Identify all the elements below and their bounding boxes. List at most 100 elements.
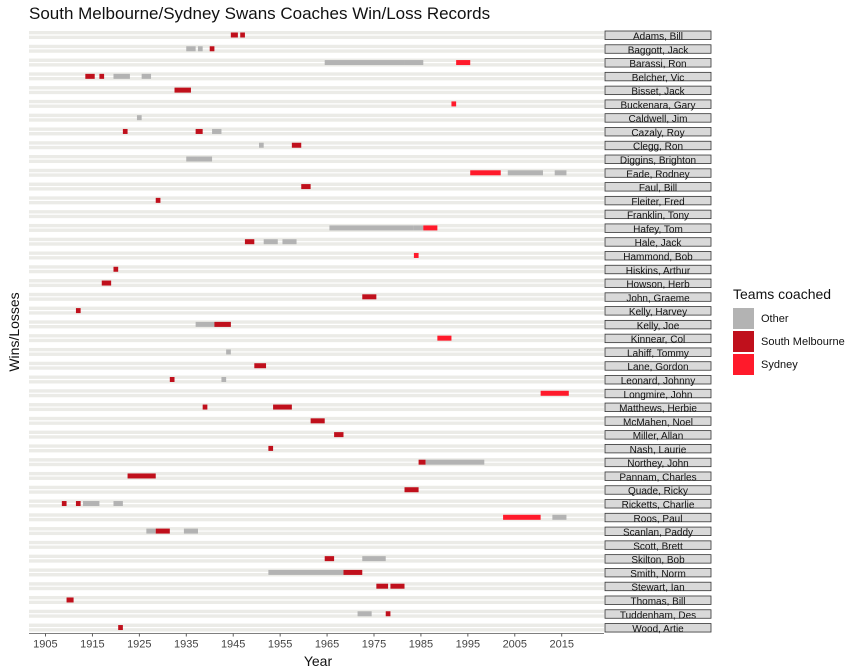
facet: Roos, Paul [29, 512, 712, 525]
facet: Hiskins, Arthur [29, 264, 712, 277]
x-axis-label: Year [304, 653, 333, 669]
segment-bar [507, 170, 543, 176]
facet-strip [604, 278, 712, 288]
facet-strip [604, 113, 712, 123]
segment-bar [195, 321, 231, 327]
facet-label: Hammond, Bob [623, 252, 693, 263]
segment-bar [404, 60, 424, 66]
segment-bar [282, 239, 297, 245]
facet: Kelly, Harvey [29, 306, 712, 318]
facet: Hale, Jack [29, 237, 712, 249]
facet: Eade, Rodney [29, 168, 712, 180]
segment-bar [268, 445, 274, 451]
facet-strip [604, 388, 712, 399]
facet-label: Smith, Norm [630, 569, 686, 580]
facet: Cazaly, Roy [29, 127, 712, 139]
facet: Hammond, Bob [29, 251, 712, 263]
legend: Teams coached Other South Melbourne Sydn… [733, 286, 845, 376]
segment-bar [470, 170, 501, 176]
facet-strip [604, 609, 712, 619]
facet-panels: Adams, Bill Baggott, Jack Barassi, Ron Belc… [29, 30, 712, 635]
facet: Baggott, Jack [29, 44, 712, 56]
segment-bar [552, 514, 567, 520]
facet-strip [604, 540, 712, 550]
facet-strip [604, 512, 712, 523]
facet-label: Quade, Ricky [628, 486, 688, 497]
facet-label: Pannam, Charles [619, 472, 696, 483]
segment-bar [310, 418, 325, 424]
legend-title: Teams coached [733, 286, 832, 302]
facet-strip [604, 443, 712, 454]
x-tick-label: 1945 [221, 639, 245, 651]
facet: Fleiter, Fred [29, 195, 712, 208]
segment-bar [226, 349, 231, 355]
segment-bar [343, 569, 363, 575]
facet-label: Miller, Allan [633, 431, 684, 442]
chart-title: South Melbourne/Sydney Swans Coaches Win… [29, 4, 491, 23]
segment-bar [209, 46, 215, 52]
segment-bar [122, 128, 128, 134]
facet: Northey, John [29, 457, 712, 470]
segment-bar [390, 583, 405, 589]
facet-strip [604, 251, 712, 261]
facet: Pannam, Charles [29, 471, 712, 483]
facet-strip [604, 264, 712, 275]
facet-label: Eade, Rodney [626, 169, 689, 180]
facet-label: Diggins, Brighton [620, 156, 696, 167]
facet-strip [604, 554, 712, 564]
segment-bar [113, 501, 123, 507]
segment-bar [214, 321, 231, 327]
segment-bar [195, 128, 203, 134]
facet-strip [604, 140, 712, 151]
facet-label: Belcher, Vic [632, 73, 685, 84]
facet-strip [604, 292, 712, 302]
facet-label: McMahen, Noel [623, 417, 693, 428]
facet-label: Matthews, Herbie [619, 404, 697, 415]
facet-strip [604, 375, 712, 385]
segment-bar [240, 32, 245, 38]
facet-label: Adams, Bill [633, 32, 683, 43]
segment-bar [362, 294, 377, 300]
facet: Kelly, Joe [29, 319, 712, 332]
facet-label: Bisset, Jack [631, 87, 685, 98]
facet-strip [604, 85, 712, 96]
legend-swatch-other [733, 308, 754, 329]
facet: Adams, Bill [29, 30, 712, 43]
facet-strip [604, 168, 712, 178]
facet-label: Cazaly, Roy [631, 128, 684, 139]
y-axis-label: Wins/Losses [6, 292, 22, 371]
segment-bar [186, 156, 198, 162]
facet-label: Clegg, Ron [633, 142, 683, 153]
segment-bar [418, 459, 426, 465]
facet-strip [604, 154, 712, 164]
facet-label: Stewart, Ian [631, 583, 684, 594]
facet: Kinnear, Col [29, 333, 712, 346]
facet: Bisset, Jack [29, 85, 712, 98]
segment-bar [362, 556, 386, 562]
facet-label: Barassi, Ron [629, 59, 686, 70]
facet-label: Franklin, Tony [627, 211, 689, 222]
facet-label: Tuddenham, Des [620, 610, 696, 621]
facet: Miller, Allan [29, 430, 712, 442]
facet: John, Graeme [29, 292, 712, 304]
legend-swatch-south-melbourne [733, 331, 754, 352]
segment-bar [136, 115, 142, 121]
segment-bar [357, 611, 372, 617]
facet: Belcher, Vic [29, 71, 712, 84]
facet-strip [604, 623, 712, 633]
legend-item-south-melbourne: South Melbourne [733, 330, 845, 353]
facet-strip [604, 44, 712, 54]
segment-bar [273, 404, 292, 410]
facet: Matthews, Herbie [29, 402, 712, 415]
facet-strip [604, 182, 712, 192]
segment-bar [75, 308, 81, 314]
segment-bar [118, 625, 123, 631]
facet-strip [604, 99, 712, 109]
segment-bar [113, 266, 119, 272]
segment-bar [423, 225, 438, 231]
facet-label: Kelly, Harvey [629, 307, 687, 318]
segment-bar [451, 101, 457, 107]
facet-strip [604, 499, 712, 509]
facet: Caldwell, Jim [29, 113, 712, 125]
